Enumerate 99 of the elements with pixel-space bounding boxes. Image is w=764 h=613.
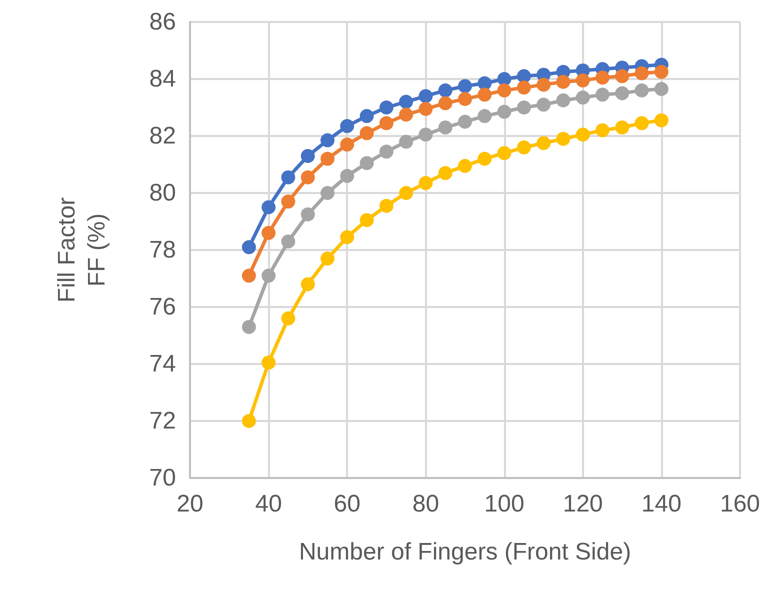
- point: [634, 116, 649, 130]
- point: [320, 252, 334, 266]
- y-tick-label: 80: [149, 180, 176, 206]
- point: [497, 83, 512, 98]
- x-tick-label: 140: [641, 490, 682, 518]
- point: [654, 64, 668, 79]
- point: [379, 144, 394, 159]
- point: [399, 186, 414, 200]
- point: [340, 119, 354, 134]
- y-tick-label: 78: [149, 236, 176, 264]
- point: [379, 198, 394, 213]
- y-axis-title: Fill Factor FF (%): [54, 197, 110, 303]
- point: [399, 108, 414, 122]
- point: [536, 98, 551, 112]
- point: [300, 277, 315, 292]
- y-tick-label: 74: [149, 350, 176, 378]
- point: [438, 96, 452, 110]
- point: [418, 89, 433, 104]
- point: [634, 83, 649, 98]
- point: [478, 88, 492, 102]
- y-tick-label: 72: [149, 408, 176, 434]
- x-tick-label: 60: [334, 490, 360, 518]
- point: [596, 123, 610, 138]
- point: [262, 200, 276, 214]
- point: [576, 128, 590, 142]
- point: [360, 126, 374, 140]
- x-tick-label: 20: [176, 490, 204, 518]
- point: [340, 138, 354, 152]
- point: [478, 152, 492, 166]
- point: [596, 88, 610, 102]
- point: [478, 109, 492, 124]
- y-tick-label: 86: [149, 8, 176, 36]
- point: [418, 102, 433, 116]
- point: [320, 152, 334, 166]
- point: [320, 186, 334, 200]
- point: [300, 207, 315, 222]
- point: [634, 66, 649, 80]
- point: [654, 113, 668, 128]
- point: [497, 104, 512, 119]
- point: [458, 79, 472, 94]
- point: [615, 86, 630, 100]
- point: [438, 120, 452, 134]
- point: [536, 78, 551, 92]
- point: [516, 140, 531, 154]
- point: [281, 170, 296, 184]
- point: [242, 320, 256, 334]
- point: [556, 93, 570, 108]
- point: [516, 80, 531, 95]
- y-tick-label: 76: [149, 294, 176, 320]
- point: [615, 69, 630, 84]
- point: [340, 168, 354, 183]
- point: [399, 94, 414, 109]
- point: [536, 136, 551, 150]
- point: [576, 73, 590, 88]
- x-tick-label: 40: [255, 490, 282, 518]
- point: [379, 116, 394, 130]
- point: [458, 158, 472, 173]
- point: [300, 148, 315, 163]
- point: [497, 72, 512, 86]
- point: [654, 82, 668, 96]
- point: [576, 90, 590, 105]
- x-tick-label: 120: [562, 490, 603, 518]
- point: [418, 176, 433, 190]
- point: [360, 156, 374, 170]
- x-axis-title: Number of Fingers (Front Side): [298, 538, 632, 566]
- point: [320, 133, 334, 148]
- point: [281, 234, 296, 248]
- x-tick-label: 160: [720, 490, 760, 518]
- y-tick-label: 70: [149, 464, 176, 492]
- point: [399, 134, 414, 149]
- point: [360, 213, 374, 228]
- point: [556, 74, 570, 89]
- point: [281, 311, 296, 326]
- point: [340, 230, 354, 244]
- point: [596, 70, 610, 85]
- point: [438, 83, 452, 98]
- point: [262, 356, 276, 370]
- point: [516, 69, 531, 84]
- point: [497, 146, 512, 160]
- point: [300, 170, 315, 184]
- point: [360, 109, 374, 124]
- point: [458, 114, 472, 129]
- x-tick-label: 100: [484, 490, 524, 518]
- point: [242, 268, 256, 283]
- x-tick-label: 80: [412, 490, 440, 518]
- point: [379, 100, 394, 114]
- point: [262, 226, 276, 240]
- point: [556, 132, 570, 146]
- point: [242, 240, 256, 254]
- y-tick-label: 82: [149, 122, 176, 150]
- point: [242, 414, 256, 428]
- point: [516, 100, 531, 114]
- point: [458, 92, 472, 106]
- point: [418, 128, 433, 142]
- y-tick-label: 84: [149, 66, 176, 92]
- point: [615, 120, 630, 134]
- point: [438, 166, 452, 180]
- point: [262, 268, 276, 283]
- point: [281, 194, 296, 209]
